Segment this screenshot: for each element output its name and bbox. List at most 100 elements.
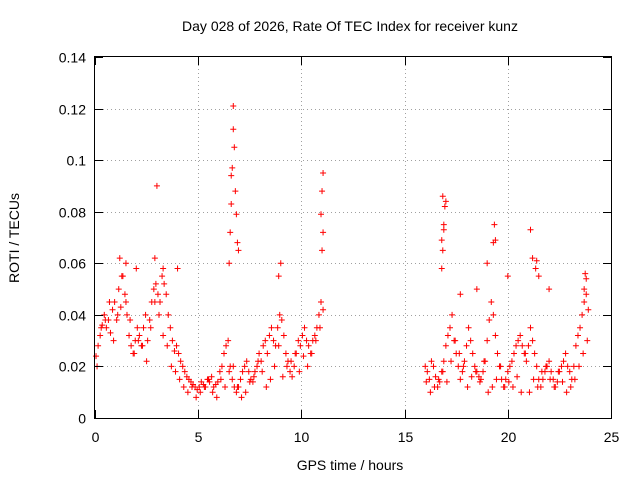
data-point	[164, 342, 171, 349]
plot-frame	[94, 56, 612, 419]
data-point	[488, 298, 495, 305]
data-point	[276, 311, 283, 318]
data-point	[581, 298, 588, 305]
data-point	[584, 337, 591, 344]
data-point	[229, 376, 236, 383]
data-point	[467, 337, 474, 344]
data-point	[472, 368, 479, 375]
x-tick-label: 20	[501, 429, 517, 445]
data-point	[181, 368, 188, 375]
data-point	[566, 368, 573, 375]
data-point	[436, 378, 443, 385]
data-point	[228, 200, 235, 207]
data-point	[122, 260, 129, 267]
data-point	[154, 291, 161, 298]
data-point	[143, 358, 150, 365]
data-point	[457, 376, 464, 383]
data-point	[115, 286, 122, 293]
data-point	[275, 273, 282, 280]
data-point	[319, 247, 326, 254]
data-point	[455, 363, 462, 370]
data-point	[270, 337, 277, 344]
data-point	[574, 332, 581, 339]
data-point	[111, 298, 118, 305]
y-tick-label: 0.08	[59, 205, 86, 221]
data-point	[558, 363, 565, 370]
data-point	[461, 358, 468, 365]
data-point	[504, 368, 511, 375]
data-point	[163, 291, 170, 298]
data-point	[439, 193, 446, 200]
x-tick-label: 15	[398, 429, 414, 445]
data-point	[435, 376, 442, 383]
data-point	[245, 368, 252, 375]
data-point	[171, 347, 178, 354]
data-point	[169, 337, 176, 344]
data-point	[464, 384, 471, 391]
data-point	[122, 298, 129, 305]
data-point	[147, 324, 154, 331]
data-point	[522, 350, 529, 357]
data-point	[263, 384, 270, 391]
data-point	[513, 342, 520, 349]
data-point	[526, 389, 533, 396]
data-point	[485, 389, 492, 396]
data-point	[534, 384, 541, 391]
data-point	[101, 311, 108, 318]
data-point	[254, 363, 261, 370]
data-point	[570, 363, 577, 370]
data-point	[316, 324, 323, 331]
data-point	[205, 376, 212, 383]
data-point	[582, 270, 589, 277]
data-point	[484, 337, 491, 344]
data-point	[300, 353, 307, 360]
data-point	[423, 378, 430, 385]
data-point	[216, 368, 223, 375]
data-point	[533, 257, 540, 264]
data-point	[251, 368, 258, 375]
data-point	[424, 368, 431, 375]
data-point	[264, 350, 271, 357]
data-point	[563, 389, 570, 396]
data-point	[508, 358, 515, 365]
data-point	[312, 337, 319, 344]
data-point	[442, 342, 449, 349]
data-point	[440, 358, 447, 365]
data-point	[581, 286, 588, 293]
data-point	[140, 324, 147, 331]
data-point	[486, 317, 493, 324]
data-point	[318, 211, 325, 218]
x-tick-label: 10	[294, 429, 310, 445]
data-point	[304, 363, 311, 370]
data-point	[118, 273, 125, 280]
data-point	[297, 342, 304, 349]
data-point	[161, 280, 168, 287]
data-point	[471, 363, 478, 370]
data-point	[320, 229, 327, 236]
data-point	[532, 265, 539, 272]
data-point	[459, 368, 466, 375]
data-point	[127, 317, 134, 324]
data-point	[225, 337, 232, 344]
data-point	[126, 332, 133, 339]
data-point	[233, 389, 240, 396]
data-point	[282, 350, 289, 357]
data-point	[168, 363, 175, 370]
data-point	[577, 324, 584, 331]
data-point	[438, 265, 445, 272]
data-point	[106, 298, 113, 305]
data-point	[268, 324, 275, 331]
data-point	[546, 286, 553, 293]
data-point	[201, 384, 208, 391]
data-point	[165, 311, 172, 318]
data-point	[439, 368, 446, 375]
data-point	[116, 255, 123, 262]
data-point	[535, 273, 542, 280]
data-point	[497, 363, 504, 370]
data-point	[489, 384, 496, 391]
data-point	[243, 358, 250, 365]
data-point	[506, 363, 513, 370]
data-point	[160, 332, 167, 339]
data-point	[501, 384, 508, 391]
